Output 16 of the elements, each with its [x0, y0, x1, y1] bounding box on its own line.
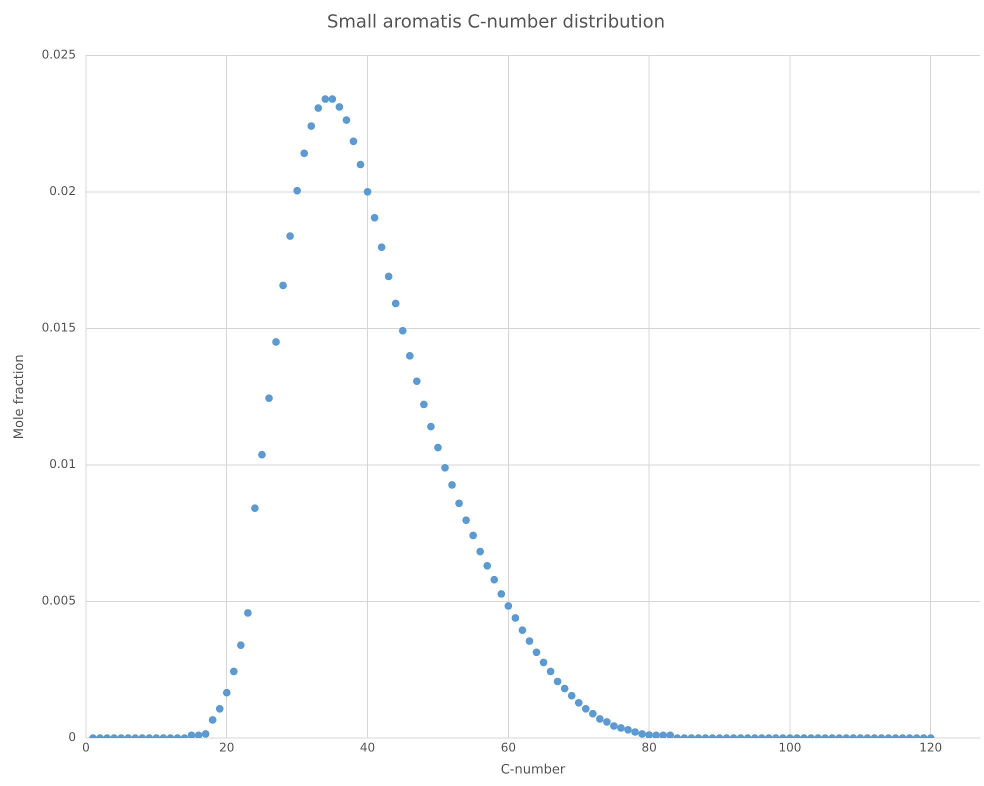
x-tick-label: 120: [919, 740, 942, 754]
x-tick-label: 20: [219, 740, 234, 754]
x-tick-label: 60: [500, 740, 516, 754]
y-tick-label: 0.025: [42, 48, 76, 62]
y-tick-label: 0.01: [49, 457, 76, 472]
y-tick-label: 0: [68, 730, 76, 744]
y-tick-label: 0.005: [42, 594, 76, 608]
y-axis-title: Mole fraction: [12, 354, 28, 440]
x-axis-title: C-number: [500, 762, 566, 778]
x-tick-label: 80: [641, 740, 657, 754]
y-tick-label: 0.015: [42, 320, 76, 335]
y-tick-label: 0.02: [49, 184, 76, 198]
x-tick-label: 40: [360, 740, 376, 754]
x-tick-label: 100: [778, 740, 802, 754]
chart-title: Small aromatis C-number distribution: [326, 11, 666, 32]
x-tick-label: 0: [82, 740, 90, 754]
